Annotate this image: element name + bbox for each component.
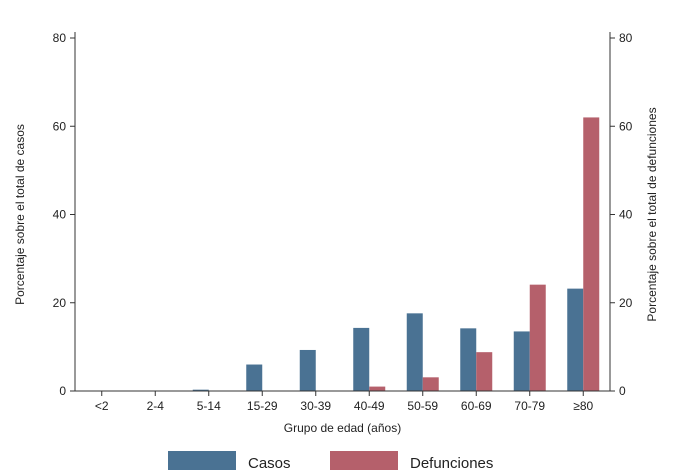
x-tick-label: <2 — [95, 399, 109, 413]
bar-defunciones-9 — [583, 117, 600, 392]
bar-defunciones-5 — [369, 386, 386, 391]
bar-casos-8 — [513, 331, 530, 391]
bars-group — [85, 117, 600, 392]
x-axis-title: Grupo de edad (años) — [284, 421, 401, 435]
x-tick-label: 50-59 — [407, 399, 438, 413]
y-left-tick-label: 80 — [53, 31, 67, 45]
y-right-tick-label: 20 — [619, 296, 633, 310]
bar-casos-7 — [460, 328, 477, 391]
legend: Casos Defunciones — [168, 451, 493, 470]
ticks-group: <2 2-4 5-14 15-29 30-39 40-49 50-59 60-69 70-79 ≥… — [53, 31, 633, 413]
x-tick-label: 30-39 — [300, 399, 331, 413]
bar-casos-6 — [406, 313, 423, 391]
y-axis-left-title: Porcentaje sobre el total de casos — [13, 124, 27, 305]
x-tick-label: 40-49 — [354, 399, 385, 413]
y-left-tick-label: 60 — [53, 119, 67, 133]
x-tick-label: 5-14 — [197, 399, 221, 413]
x-tick-label: ≥80 — [573, 399, 593, 413]
y-axis-right-title: Porcentaje sobre el total de defunciones — [645, 107, 659, 321]
y-right-tick-label: 0 — [619, 384, 626, 398]
bar-defunciones-7 — [476, 352, 493, 391]
legend-label-casos: Casos — [248, 455, 291, 470]
bar-casos-5 — [353, 327, 370, 391]
x-tick-label: 60-69 — [461, 399, 492, 413]
y-left-tick-label: 40 — [53, 208, 67, 222]
y-right-tick-label: 80 — [619, 31, 633, 45]
x-tick-label: 2-4 — [147, 399, 165, 413]
y-right-tick-label: 60 — [619, 119, 633, 133]
legend-swatch-casos — [168, 451, 236, 470]
legend-label-defunciones: Defunciones — [410, 455, 493, 470]
y-left-tick-label: 20 — [53, 296, 67, 310]
legend-swatch-defunciones — [330, 451, 398, 470]
x-tick-label: 70-79 — [514, 399, 545, 413]
y-right-tick-label: 40 — [619, 208, 633, 222]
bar-casos-2 — [192, 389, 209, 391]
bar-defunciones-6 — [422, 377, 439, 391]
bar-defunciones-8 — [529, 284, 546, 391]
x-tick-label: 15-29 — [247, 399, 278, 413]
bar-casos-3 — [246, 364, 263, 391]
bar-casos-4 — [299, 349, 316, 391]
y-left-tick-label: 0 — [59, 384, 66, 398]
bar-casos-9 — [567, 288, 584, 391]
